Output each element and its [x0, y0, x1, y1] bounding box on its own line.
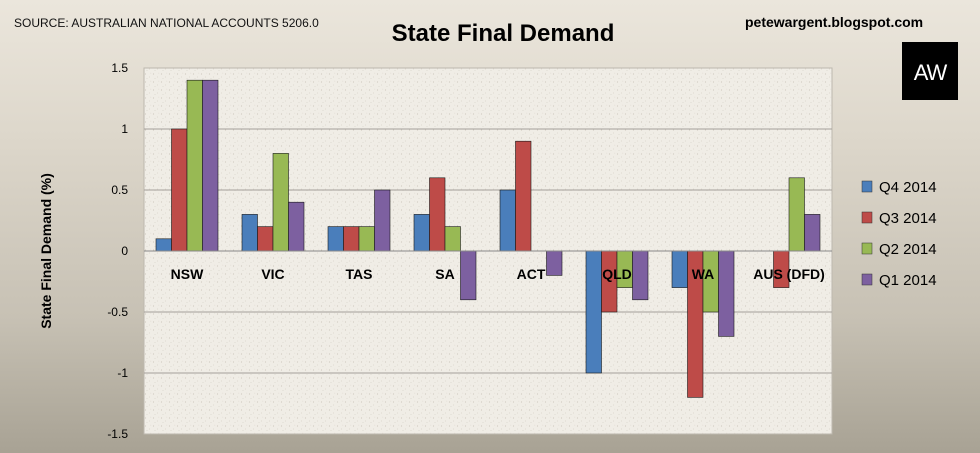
bar-act-q3-2014 [515, 140, 532, 252]
bar-sa-q2-2014 [444, 226, 461, 252]
blog-url: petewargent.blogspot.com [745, 14, 923, 30]
category-label: TAS [346, 266, 373, 282]
category-label: QLD [602, 266, 632, 282]
source-note: SOURCE: AUSTRALIAN NATIONAL ACCOUNTS 520… [14, 16, 319, 30]
bar-sa-q3-2014 [429, 177, 446, 252]
bar-nsw-q3-2014 [171, 128, 188, 252]
legend-label: Q2 2014 [879, 241, 937, 258]
brand-logo-text: AW [914, 60, 948, 85]
brand-logo: AW [902, 42, 958, 100]
bar-nsw-q4-2014 [155, 238, 172, 252]
y-tick-label: 0 [121, 244, 128, 258]
legend-label: Q4 2014 [879, 179, 937, 196]
category-labels: NSW VIC TAS SA ACT QLD WA AUS (DFD) [171, 266, 825, 282]
legend-swatch [861, 211, 873, 224]
bar-wa-q1-2014 [718, 250, 735, 337]
brand-logo-background [902, 42, 958, 100]
bar-vic-q4-2014 [241, 214, 258, 252]
y-tick-label: -0.5 [107, 305, 128, 319]
legend-swatch [861, 242, 873, 255]
category-label: VIC [261, 266, 284, 282]
bar-sa-q4-2014 [413, 214, 430, 252]
legend-label: Q1 2014 [879, 272, 937, 289]
y-axis-label: State Final Demand (%) [38, 173, 54, 329]
category-label: ACT [517, 266, 546, 282]
bar-qld-q1-2014 [632, 250, 649, 301]
category-label: SA [435, 266, 454, 282]
bar-wa-q4-2014 [671, 250, 688, 288]
bar-tas-q4-2014 [327, 226, 344, 252]
y-tick-label: 0.5 [111, 183, 128, 197]
bar-nsw-q2-2014 [186, 79, 203, 252]
y-tick-label: 1.5 [111, 61, 128, 75]
bar-act-q1-2014 [546, 250, 563, 276]
chart-title: State Final Demand [392, 20, 615, 47]
legend-label: Q3 2014 [879, 210, 937, 227]
y-tick-label: -1.5 [107, 427, 128, 441]
bar-tas-q1-2014 [374, 189, 391, 252]
legend: Q4 2014 Q3 2014 Q2 2014 Q1 2014 [861, 179, 937, 289]
bar-vic-q2-2014 [272, 153, 289, 252]
bar-nsw-q1-2014 [202, 79, 219, 252]
bar-tas-q3-2014 [343, 226, 360, 252]
y-tick-label: -1 [117, 366, 128, 380]
category-label: WA [692, 266, 715, 282]
bar-aus-dfd-q2-2014 [788, 177, 805, 252]
bar-qld-q4-2014 [585, 250, 602, 374]
bar-act-q4-2014 [499, 189, 516, 252]
bar-sa-q1-2014 [460, 250, 477, 301]
y-tick-label: 1 [121, 122, 128, 136]
category-label: NSW [171, 266, 204, 282]
bar-vic-q1-2014 [288, 201, 305, 252]
legend-swatch [861, 273, 873, 286]
bars [155, 79, 821, 398]
bar-vic-q3-2014 [257, 226, 274, 252]
category-label: AUS (DFD) [753, 266, 825, 282]
legend-swatch [861, 180, 873, 193]
bar-aus-dfd-q1-2014 [804, 214, 821, 252]
bar-tas-q2-2014 [358, 226, 375, 252]
y-axis-ticks: 1.5 1 0.5 0 -0.5 -1 -1.5 [107, 61, 128, 441]
